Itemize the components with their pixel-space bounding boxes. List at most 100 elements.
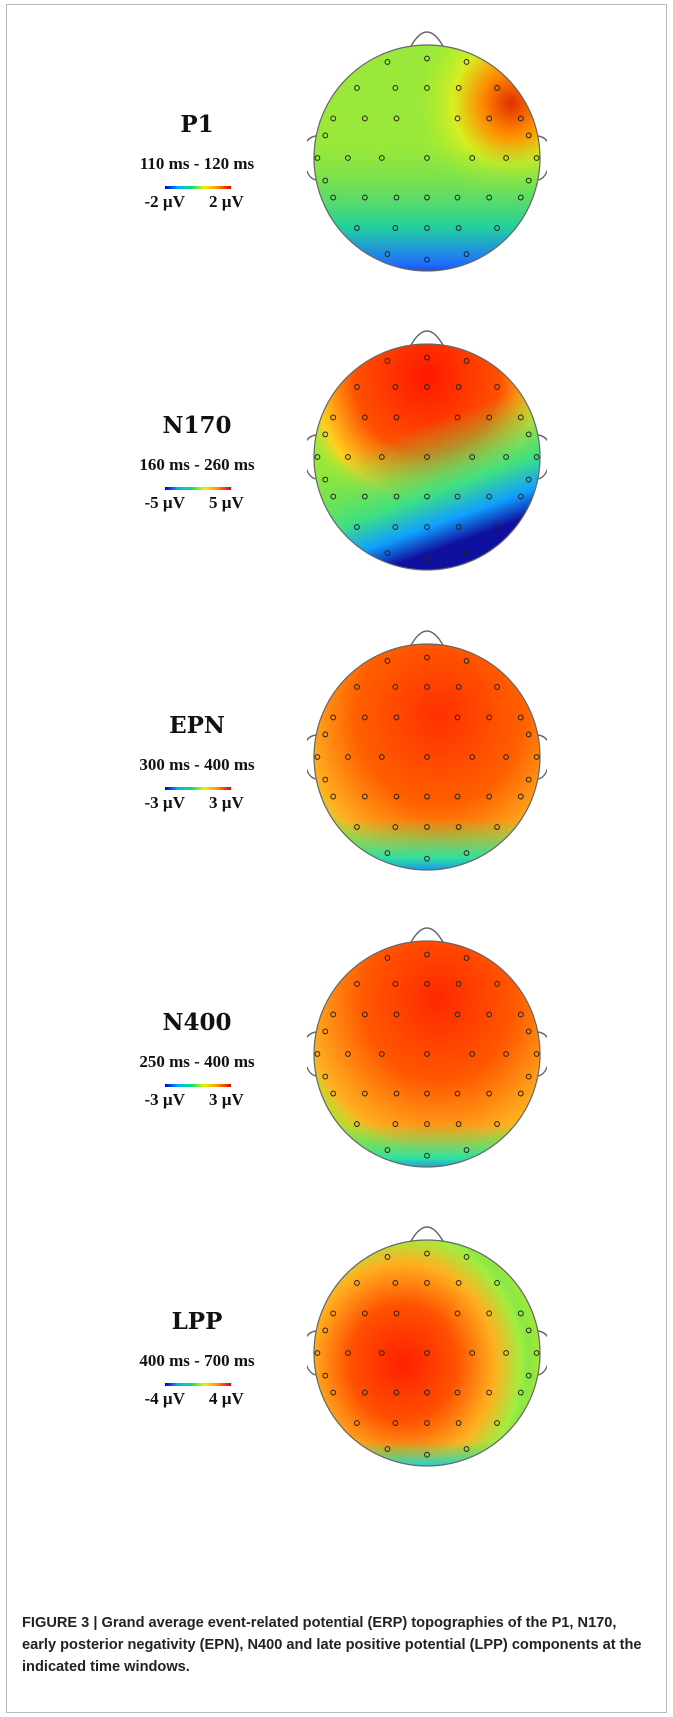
color-scale: -2 µV 2 µV <box>97 186 297 216</box>
electrode-marker <box>525 731 532 738</box>
electrode-marker <box>424 493 430 500</box>
color-scale: -3 µV 3 µV <box>97 787 297 817</box>
scale-min-label: -2 µV <box>144 192 185 211</box>
time-window: 160 ms - 260 ms <box>139 455 255 474</box>
scalp-map <box>307 1226 547 1467</box>
electrode-marker <box>322 731 329 738</box>
electrode-marker <box>330 793 337 800</box>
panel-label: N170 160 ms - 260 ms -5 µV 5 µV <box>97 412 297 517</box>
electrode-marker <box>330 714 337 721</box>
electrode-marker <box>384 850 391 856</box>
electrode-marker <box>454 1090 461 1097</box>
electrode-marker <box>424 754 430 760</box>
topography-panel-p1: P1 110 ms - 120 ms -2 µV 2 µV <box>7 25 668 325</box>
electrode-marker <box>533 1350 540 1356</box>
electrode-marker <box>454 793 461 800</box>
electrode-marker <box>517 414 524 421</box>
component-name: N400 <box>162 1009 232 1036</box>
electrode-marker <box>322 476 329 483</box>
figure-frame: P1 110 ms - 120 ms -2 µV 2 µV N170 160 m… <box>6 4 667 1713</box>
electrode-marker <box>361 194 368 201</box>
electrode-marker <box>354 384 360 390</box>
electrode-marker <box>525 431 532 438</box>
electrode-marker <box>361 1389 368 1396</box>
electrode-marker <box>392 824 399 830</box>
component-name: P1 <box>180 111 214 138</box>
electrode-marker <box>517 1011 524 1018</box>
color-scale: -4 µV 4 µV <box>97 1383 297 1413</box>
electrode-marker <box>525 132 532 139</box>
electrode-marker <box>424 793 430 800</box>
electrode-marker <box>494 524 500 530</box>
electrode-marker <box>384 955 391 961</box>
panel-label: EPN 300 ms - 400 ms -3 µV 3 µV <box>97 712 297 817</box>
electrode-marker <box>503 454 510 460</box>
electrode-marker <box>424 981 430 987</box>
time-window: 300 ms - 400 ms <box>139 755 255 774</box>
electrode-marker <box>393 793 400 800</box>
electrode-marker <box>378 454 385 460</box>
electrode-marker <box>424 1389 430 1396</box>
panel-label: P1 110 ms - 120 ms -2 µV 2 µV <box>97 111 297 216</box>
color-scale-bar <box>165 1383 231 1386</box>
electrode-marker <box>503 155 510 161</box>
electrode-marker <box>354 824 360 830</box>
electrode-marker <box>455 684 462 690</box>
electrode-marker <box>322 132 329 139</box>
electrode-marker <box>345 1051 351 1057</box>
electrode-marker <box>361 1310 368 1317</box>
scale-max-label: 3 µV <box>209 793 244 812</box>
electrode-marker <box>424 1280 430 1286</box>
electrode-marker <box>463 251 470 257</box>
color-scale-bar <box>165 487 231 490</box>
electrode-marker <box>361 1011 368 1018</box>
electrode-marker <box>314 1350 321 1356</box>
electrode-marker <box>455 1280 462 1286</box>
electrode-marker <box>486 1310 493 1317</box>
electrode-marker <box>424 155 430 161</box>
electrode-marker <box>322 1073 329 1080</box>
electrode-marker <box>424 1420 430 1426</box>
electrode-marker <box>361 714 368 721</box>
electrode-marker <box>463 850 470 856</box>
electrode-marker <box>455 85 462 91</box>
electrode-marker <box>392 1121 399 1127</box>
electrode-marker <box>424 1451 430 1458</box>
electrode-marker <box>424 1250 430 1257</box>
electrode-marker <box>384 358 391 364</box>
electrode-marker <box>455 1121 462 1127</box>
electrode-marker <box>392 524 399 530</box>
electrode-marker <box>469 1051 476 1057</box>
electrode-marker <box>517 493 524 500</box>
electrode-marker <box>354 225 360 231</box>
electrode-marker <box>469 155 476 161</box>
electrode-marker <box>393 1090 400 1097</box>
electrode-marker <box>455 824 462 830</box>
electrode-marker <box>455 1420 462 1426</box>
electrode-marker <box>384 1147 391 1153</box>
electrode-marker <box>314 1051 321 1057</box>
electrode-marker <box>330 1310 337 1317</box>
electrode-marker <box>517 714 524 721</box>
electrode-marker <box>525 1372 532 1379</box>
electrode-marker <box>424 1152 430 1159</box>
electrode-marker <box>424 1121 430 1127</box>
component-name: N170 <box>162 412 232 439</box>
electrode-marker <box>494 981 500 987</box>
electrode-marker <box>486 1389 493 1396</box>
electrode-marker <box>463 550 470 556</box>
electrode-marker <box>517 194 524 201</box>
electrode-marker <box>525 1073 532 1080</box>
electrode-marker <box>486 1011 493 1018</box>
time-window: 110 ms - 120 ms <box>139 154 255 173</box>
electrode-marker <box>486 414 493 421</box>
electrode-marker <box>455 384 462 390</box>
electrode-marker <box>424 524 430 530</box>
scale-min-label: -5 µV <box>144 493 185 512</box>
electrode-marker <box>455 225 462 231</box>
electrode-marker <box>392 1420 399 1426</box>
electrode-marker <box>517 1310 524 1317</box>
electrode-marker <box>393 194 400 201</box>
electrode-marker <box>454 194 461 201</box>
electrode-marker <box>455 981 462 987</box>
